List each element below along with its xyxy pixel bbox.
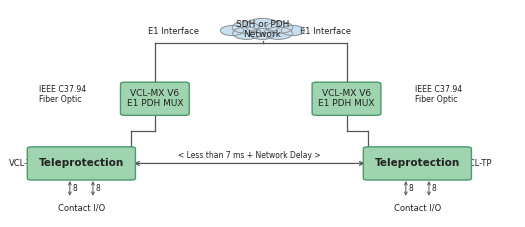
Text: 8: 8 (408, 184, 413, 193)
Text: VCL-TP: VCL-TP (9, 159, 38, 168)
Text: Teleprotection: Teleprotection (39, 158, 124, 168)
Circle shape (232, 22, 259, 33)
Circle shape (233, 27, 261, 39)
Text: VCL-MX V6
E1 PDH MUX: VCL-MX V6 E1 PDH MUX (127, 89, 183, 109)
Circle shape (264, 27, 292, 39)
FancyBboxPatch shape (312, 82, 381, 115)
Text: E1 Interface: E1 Interface (148, 27, 199, 36)
Text: VCL-MX V6
E1 PDH MUX: VCL-MX V6 E1 PDH MUX (318, 89, 375, 109)
Text: E1 Interface: E1 Interface (300, 27, 351, 36)
Text: IEEE C37.94
Fiber Optic: IEEE C37.94 Fiber Optic (415, 84, 462, 104)
Text: Contact I/O: Contact I/O (394, 203, 441, 212)
FancyBboxPatch shape (27, 147, 135, 180)
Text: < Less than 7 ms + Network Delay >: < Less than 7 ms + Network Delay > (178, 151, 321, 160)
Text: Contact I/O: Contact I/O (58, 203, 105, 212)
Text: Teleprotection: Teleprotection (375, 158, 460, 168)
Text: IEEE C37.94
Fiber Optic: IEEE C37.94 Fiber Optic (39, 84, 87, 104)
Circle shape (281, 25, 304, 36)
Circle shape (250, 29, 275, 39)
Text: VCL-TP: VCL-TP (464, 159, 492, 168)
Text: 8: 8 (432, 184, 436, 193)
Circle shape (220, 25, 244, 36)
Circle shape (266, 22, 293, 33)
Circle shape (246, 18, 279, 33)
Text: 8: 8 (72, 184, 77, 193)
Text: SDH or PDH
Network: SDH or PDH Network (236, 20, 289, 39)
FancyBboxPatch shape (120, 82, 189, 115)
Text: 8: 8 (96, 184, 100, 193)
FancyBboxPatch shape (363, 147, 471, 180)
